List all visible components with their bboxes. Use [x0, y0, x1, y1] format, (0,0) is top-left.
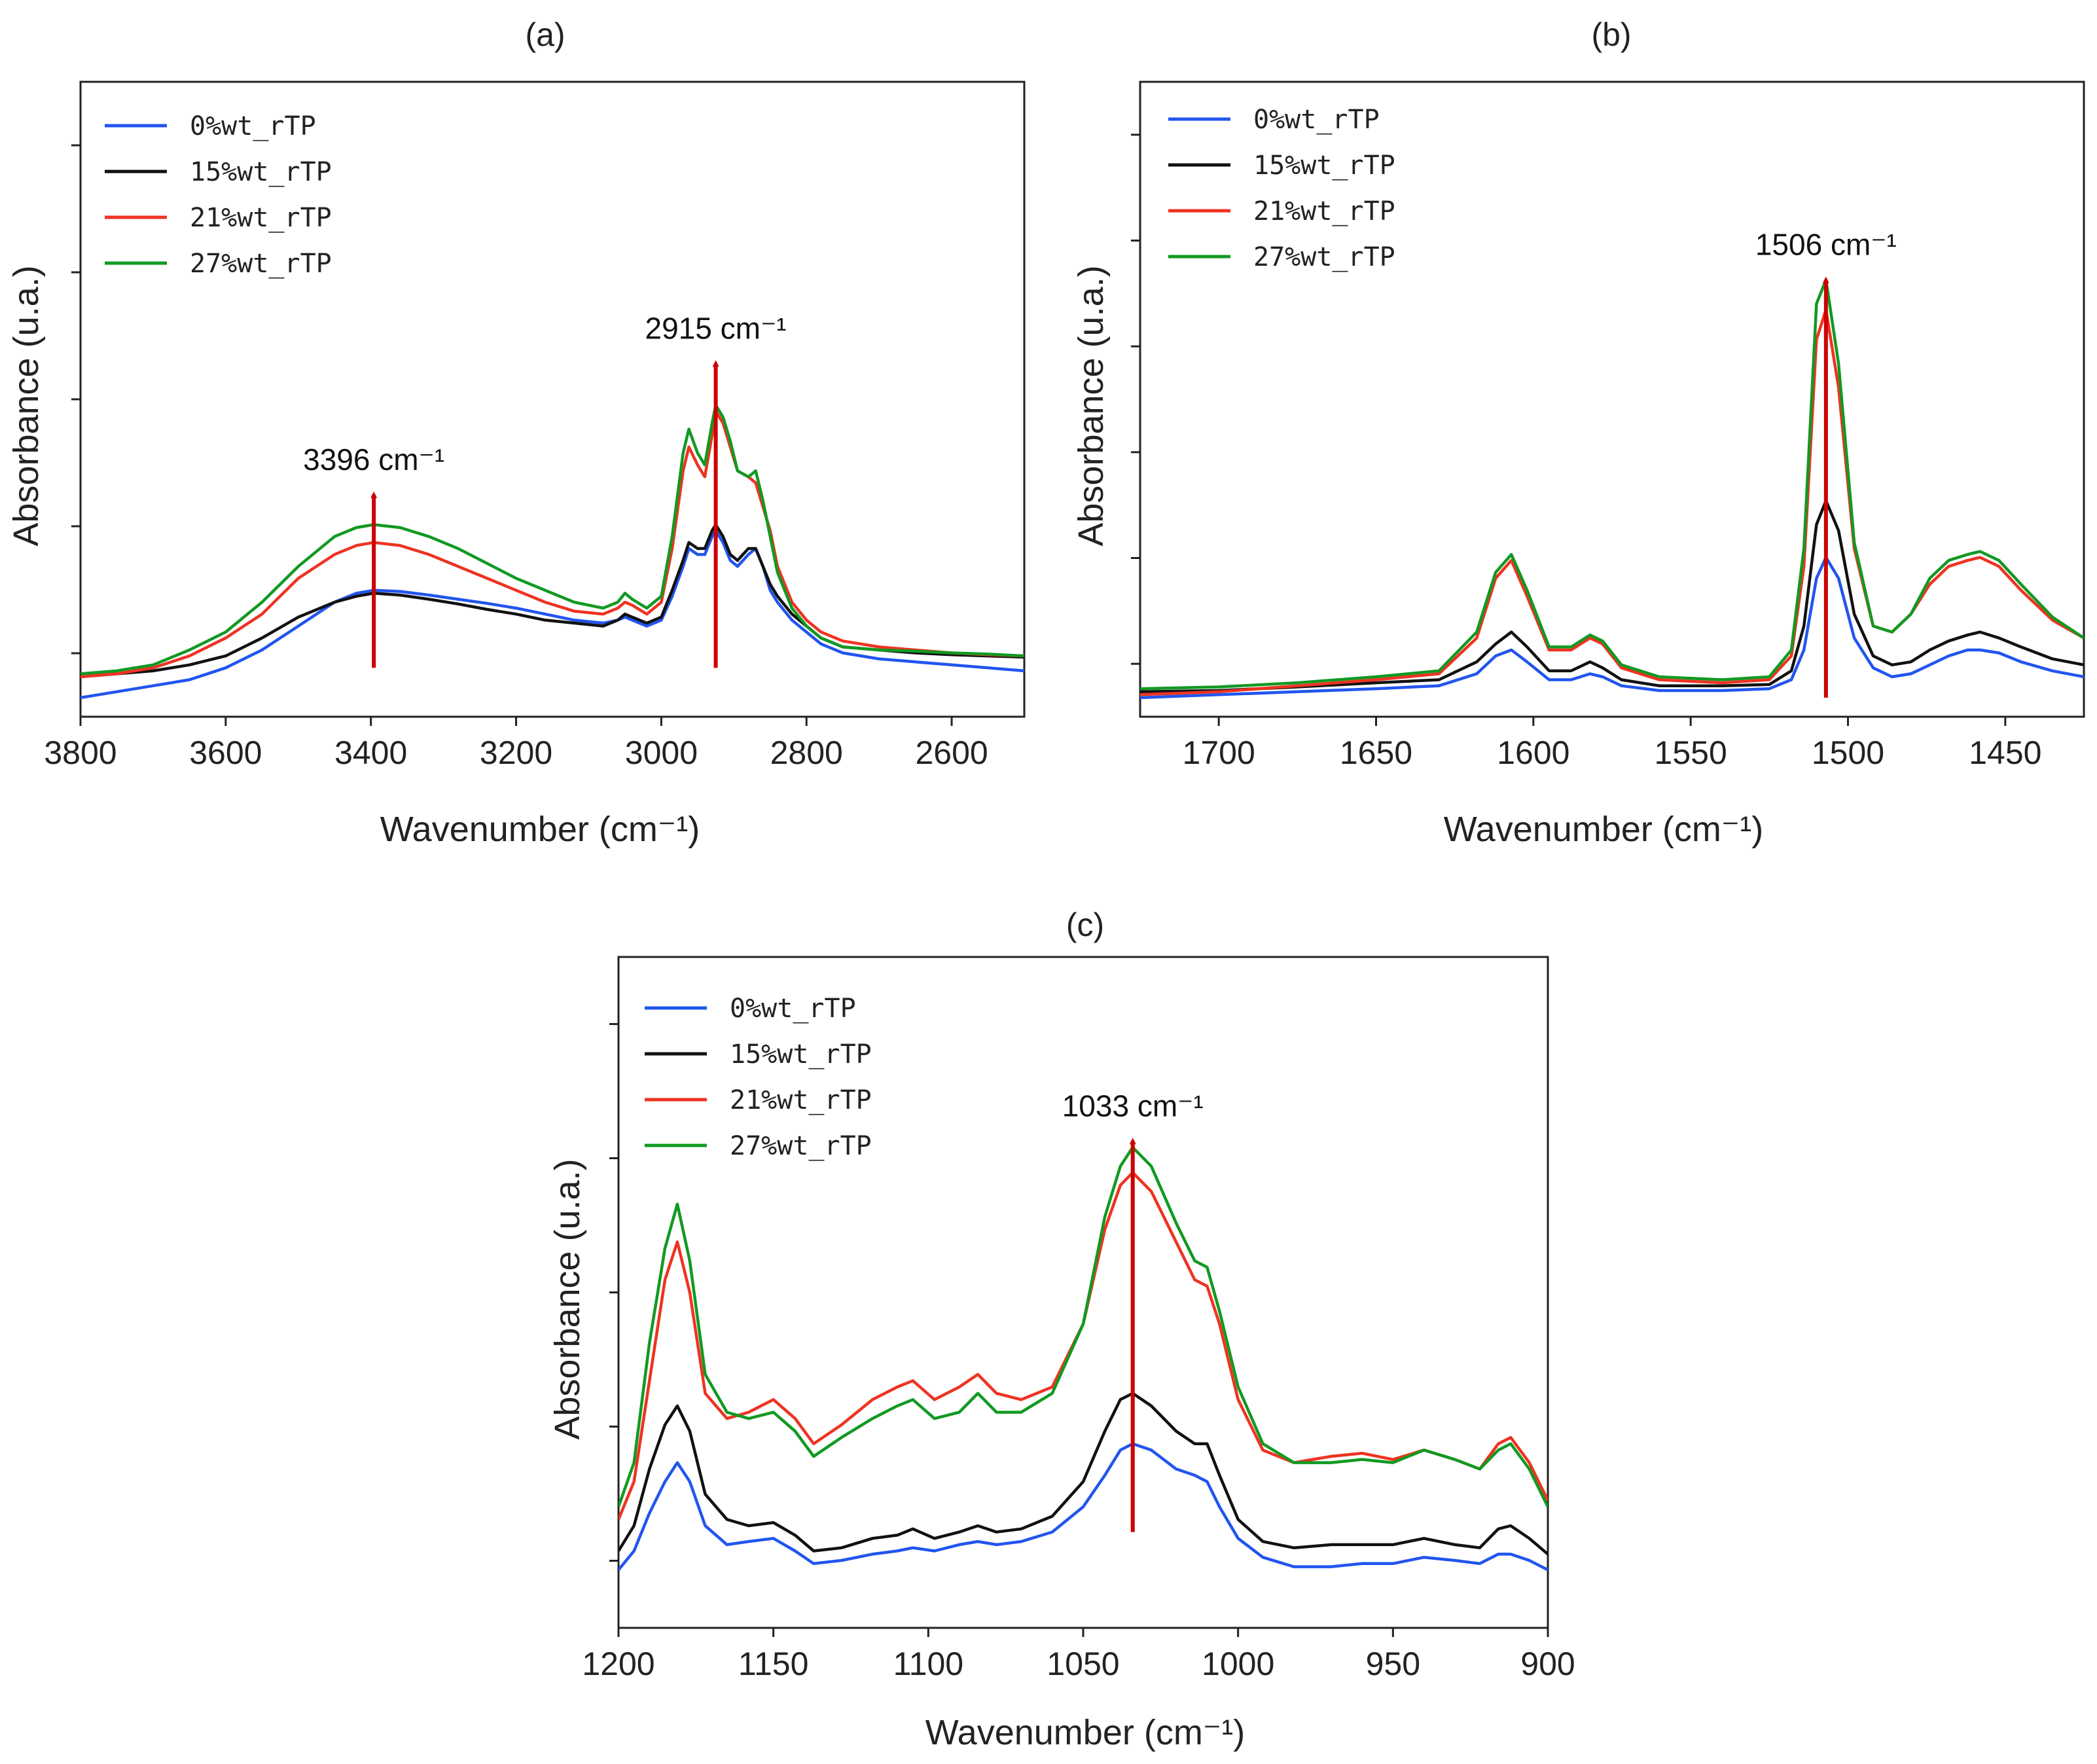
legend-label: 0%wt_rTP: [190, 111, 316, 141]
x-tick-label: 1500: [1812, 734, 1884, 771]
x-axis-label: Wavenumber (cm⁻¹): [925, 1713, 1246, 1752]
x-tick-label: 3200: [480, 734, 552, 771]
x-tick-label: 1200: [582, 1646, 654, 1682]
legend-label: 27%wt_rTP: [190, 249, 332, 279]
legend-label: 0%wt_rTP: [1253, 105, 1380, 135]
x-axis-label: Wavenumber (cm⁻¹): [380, 810, 700, 849]
x-tick-label: 1650: [1340, 734, 1412, 771]
x-tick-label: 1100: [893, 1646, 964, 1682]
x-tick-label: 2800: [770, 734, 843, 771]
panel-caption: (b): [1591, 16, 1631, 53]
x-tick-label: 1000: [1202, 1646, 1274, 1682]
series-line-0%wt_rTP: [1140, 556, 2084, 700]
y-axis-label: Absorbance (u.a.): [1071, 265, 1111, 546]
x-tick-label: 1700: [1183, 734, 1255, 771]
peak-label: 1033 cm⁻¹: [1062, 1089, 1204, 1123]
x-tick-label: 950: [1366, 1646, 1420, 1682]
x-tick-label: 1600: [1497, 734, 1569, 771]
panel-b: (b) 1700 1650 1600 1550 1500 1450 Wavenumber (c…: [1071, 16, 2085, 849]
series-line-21%wt_rTP: [618, 1171, 1548, 1521]
series-line-27%wt_rTP: [81, 403, 1024, 675]
axes-frame: [1139, 81, 2085, 718]
x-tick-label: 2600: [915, 734, 988, 771]
y-axis-label: Absorbance (u.a.): [7, 265, 46, 546]
x-tick-label: 1550: [1655, 734, 1727, 771]
legend-label: 27%wt_rTP: [730, 1131, 872, 1161]
legend-label: 15%wt_rTP: [730, 1039, 872, 1070]
legend-label: 0%wt_rTP: [730, 994, 856, 1024]
peak-label: 3396 cm⁻¹: [303, 442, 444, 477]
legend-label: 21%wt_rTP: [1253, 196, 1395, 226]
peak-label: 2915 cm⁻¹: [645, 311, 787, 345]
series-line-15%wt_rTP: [81, 523, 1024, 679]
series-line-15%wt_rTP: [618, 1392, 1548, 1556]
x-tick-label: 3600: [189, 734, 262, 771]
series-line-0%wt_rTP: [618, 1442, 1548, 1572]
series-line-15%wt_rTP: [1140, 499, 2084, 694]
x-tick-label: 1450: [1969, 734, 2041, 771]
series-line-27%wt_rTP: [618, 1145, 1548, 1508]
series-line-0%wt_rTP: [81, 529, 1024, 700]
y-axis-label: Absorbance (u.a.): [548, 1159, 587, 1439]
series-line-21%wt_rTP: [1140, 308, 2084, 696]
panel-a: (a) 3800 3600 3400 3200 3000 2800 2600 Wavenumbe…: [7, 16, 1026, 849]
legend-label: 27%wt_rTP: [1253, 242, 1395, 272]
series-line-21%wt_rTP: [81, 409, 1024, 679]
legend-label: 15%wt_rTP: [1253, 151, 1395, 181]
x-tick-label: 900: [1520, 1646, 1575, 1682]
panel-caption: (a): [525, 16, 565, 53]
panel-caption: (c): [1066, 907, 1104, 943]
panel-c: (c) 1200 1150 1100 1050 1000 950 900 Wavenumber …: [548, 907, 1575, 1752]
legend-label: 21%wt_rTP: [190, 203, 332, 233]
x-axis-label: Wavenumber (cm⁻¹): [1444, 810, 1764, 849]
x-tick-label: 1150: [738, 1646, 809, 1682]
peak-label: 1506 cm⁻¹: [1755, 228, 1897, 262]
legend-label: 15%wt_rTP: [190, 157, 332, 187]
x-tick-label: 3000: [625, 734, 698, 771]
series-line-27%wt_rTP: [1140, 278, 2084, 691]
legend-label: 21%wt_rTP: [730, 1085, 872, 1115]
x-tick-label: 1050: [1047, 1646, 1119, 1682]
x-tick-label: 3800: [44, 734, 116, 771]
x-tick-label: 3400: [334, 734, 407, 771]
